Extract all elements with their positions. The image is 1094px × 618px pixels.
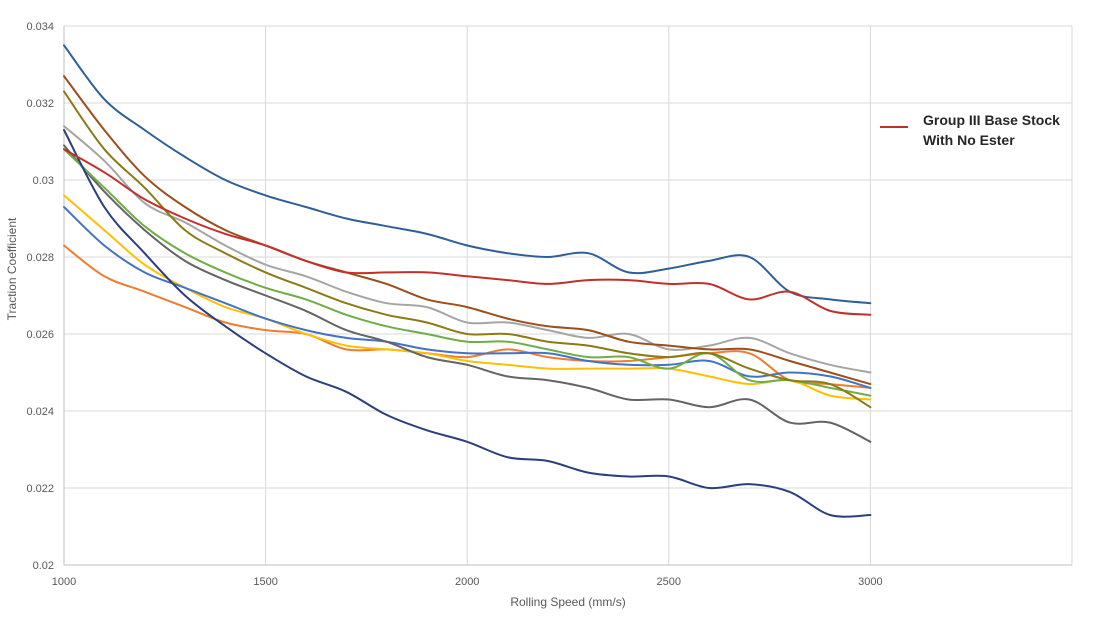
y-tick-label: 0.028 bbox=[26, 252, 54, 264]
x-tick-label: 2000 bbox=[455, 576, 479, 588]
series-line-3 bbox=[63, 75, 872, 386]
legend-label: With No Ester bbox=[923, 132, 1015, 148]
x-tick-label: 1500 bbox=[253, 576, 277, 588]
y-tick-label: 0.024 bbox=[26, 406, 54, 418]
series-line-9 bbox=[63, 194, 872, 401]
series-line-2 bbox=[63, 129, 872, 518]
y-tick-label: 0.02 bbox=[33, 560, 54, 572]
y-tick-label: 0.034 bbox=[26, 21, 54, 33]
series-line-5 bbox=[63, 125, 872, 374]
x-axis-ticks: 1000 1500 2000 2500 3000 bbox=[52, 576, 883, 588]
series-group bbox=[63, 44, 872, 518]
x-tick-label: 3000 bbox=[858, 576, 882, 588]
series-line-0 bbox=[63, 148, 872, 316]
x-tick-label: 2500 bbox=[657, 576, 681, 588]
y-axis-title: Traction Coefficient bbox=[5, 217, 19, 320]
legend: Group III Base Stock With No Ester bbox=[880, 112, 1060, 148]
series-line-7 bbox=[63, 144, 872, 443]
series-line-6 bbox=[63, 148, 872, 397]
series-line-10 bbox=[63, 244, 872, 389]
x-tick-label: 1000 bbox=[52, 576, 76, 588]
y-tick-label: 0.03 bbox=[33, 175, 54, 187]
y-axis-ticks: 0.02 0.022 0.024 0.026 0.028 0.03 0.032 0.034 bbox=[26, 21, 54, 572]
x-axis-title: Rolling Speed (mm/s) bbox=[510, 595, 625, 609]
grid bbox=[63, 25, 1073, 566]
y-tick-label: 0.032 bbox=[26, 98, 54, 110]
plot-frame bbox=[63, 26, 1072, 566]
y-tick-label: 0.026 bbox=[26, 329, 54, 341]
legend-label: Group III Base Stock bbox=[923, 112, 1060, 128]
series-line-4 bbox=[63, 90, 872, 409]
series-line-1 bbox=[63, 44, 872, 305]
y-tick-label: 0.022 bbox=[26, 483, 54, 495]
